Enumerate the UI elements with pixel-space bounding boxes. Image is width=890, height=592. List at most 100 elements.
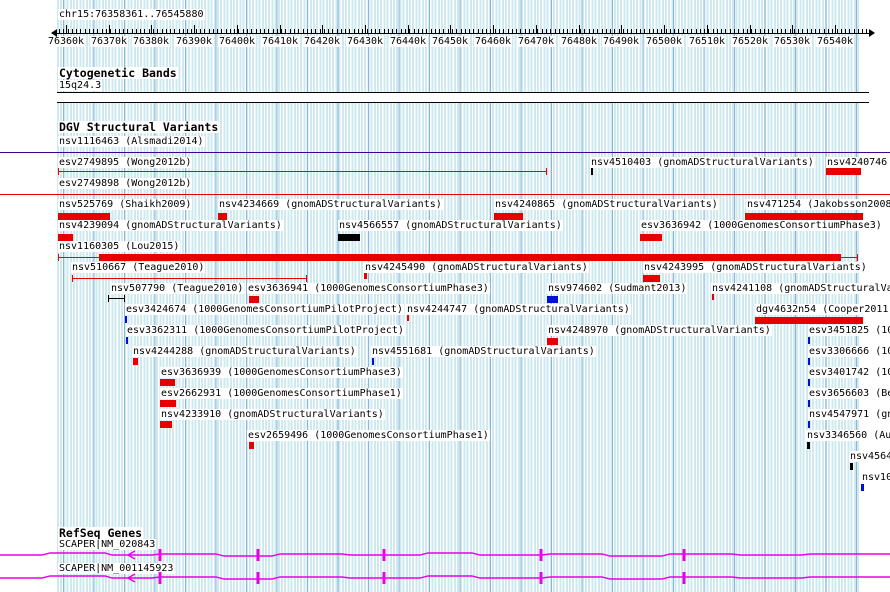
- variant-label[interactable]: nsv4243995 (gnomADStructuralVariants): [643, 262, 868, 273]
- ruler-minor-tick: [110, 29, 111, 33]
- variant-label[interactable]: esv3636942 (1000GenomesConsortiumPhase3): [640, 220, 883, 231]
- variant-glyph-bar[interactable]: [547, 296, 558, 303]
- variant-label[interactable]: nsv4244747 (gnomADStructuralVariants): [406, 304, 631, 315]
- variant-glyph-bar[interactable]: [160, 421, 172, 428]
- variant-label[interactable]: esv3424674 (1000GenomesConsortiumPilotPr…: [125, 304, 404, 315]
- variant-glyph-line[interactable]: [0, 152, 890, 153]
- gene-structure[interactable]: [0, 546, 890, 564]
- variant-label[interactable]: nsv4551681 (gnomADStructuralVariants): [371, 346, 596, 357]
- variant-label[interactable]: esv3401742 (10: [808, 367, 890, 378]
- variant-label[interactable]: esv3636939 (1000GenomesConsortiumPhase3): [160, 367, 403, 378]
- variant-label[interactable]: esv3306666 (10: [808, 346, 890, 357]
- variant-glyph-bar[interactable]: [712, 294, 714, 300]
- variant-glyph-bar[interactable]: [826, 168, 861, 175]
- ruler-major-tick: [322, 25, 323, 33]
- ruler-minor-tick: [730, 29, 731, 33]
- variant-label[interactable]: nsv1160305 (Lou2015): [58, 241, 181, 252]
- variant-glyph-bar[interactable]: [640, 234, 662, 241]
- variant-glyph-bar[interactable]: [218, 213, 227, 220]
- variant-label[interactable]: nsv4241108 (gnomADStructuralVa: [711, 283, 890, 294]
- variant-glyph-bar[interactable]: [99, 254, 841, 261]
- variant-label[interactable]: nsv4233910 (gnomADStructuralVariants): [160, 409, 385, 420]
- variant-label[interactable]: nsv4234669 (gnomADStructuralVariants): [218, 199, 443, 210]
- variant-label[interactable]: dgv4632n54 (Cooper2011: [755, 304, 890, 315]
- variant-label[interactable]: nsv507790 (Teague2010): [110, 283, 245, 294]
- variant-glyph-bar[interactable]: [407, 315, 409, 321]
- variant-glyph-bar[interactable]: [808, 421, 810, 428]
- variant-label[interactable]: nsv525769 (Shaikh2009): [58, 199, 193, 210]
- variant-label[interactable]: esv3362311 (1000GenomesConsortiumPilotPr…: [126, 325, 405, 336]
- variant-glyph-bar[interactable]: [249, 442, 254, 449]
- variant-glyph-bar[interactable]: [745, 213, 863, 220]
- variant-label[interactable]: nsv4244288 (gnomADStructuralVariants): [132, 346, 357, 357]
- variant-label[interactable]: esv2662931 (1000GenomesConsortiumPhase1): [160, 388, 403, 399]
- variant-glyph-bar[interactable]: [58, 234, 73, 241]
- ruler-minor-tick: [811, 29, 812, 33]
- variant-label[interactable]: esv2749895 (Wong2012b): [58, 157, 193, 168]
- variant-glyph-bar[interactable]: [547, 338, 558, 345]
- variant-glyph-endcap: [124, 295, 125, 302]
- variant-glyph-bar[interactable]: [755, 317, 863, 324]
- variant-label[interactable]: esv3451825 (10: [808, 325, 890, 336]
- variant-glyph-bar[interactable]: [125, 316, 127, 323]
- variant-glyph-bar[interactable]: [338, 234, 360, 241]
- variant-glyph-bar[interactable]: [160, 400, 176, 407]
- variant-label[interactable]: nsv4245490 (gnomADStructuralVariants): [364, 262, 589, 273]
- variant-glyph-bar[interactable]: [808, 337, 810, 344]
- variant-glyph-bar[interactable]: [249, 296, 259, 303]
- gene-label[interactable]: SCAPER|NM_001145923: [58, 563, 175, 574]
- variant-glyph-bar[interactable]: [808, 358, 810, 365]
- ruler-minor-tick: [217, 29, 218, 33]
- variant-glyph-bar[interactable]: [126, 337, 128, 344]
- variant-glyph-line[interactable]: [108, 298, 125, 299]
- ruler-baseline: [57, 33, 869, 34]
- variant-glyph-line[interactable]: [58, 171, 547, 172]
- variant-glyph-bar[interactable]: [58, 213, 110, 220]
- variant-glyph-bar[interactable]: [808, 379, 810, 386]
- variant-label[interactable]: nsv4547971 (gn: [808, 409, 890, 420]
- variant-label[interactable]: nsv1116463 (Alsmadi2014): [58, 136, 205, 147]
- variant-label[interactable]: nsv4564: [849, 451, 890, 462]
- variant-label[interactable]: esv3636941 (1000GenomesConsortiumPhase3): [247, 283, 490, 294]
- variant-glyph-bar[interactable]: [591, 168, 593, 175]
- variant-label[interactable]: esv2749898 (Wong2012b): [58, 178, 193, 189]
- variant-glyph-bar[interactable]: [372, 358, 374, 365]
- variant-label[interactable]: esv2659496 (1000GenomesConsortiumPhase1): [247, 430, 490, 441]
- ruler-minor-tick: [183, 29, 184, 33]
- ruler-major-tick: [66, 25, 67, 33]
- ruler-minor-tick: [798, 29, 799, 33]
- variant-label[interactable]: nsv4510403 (gnomADStructuralVariants): [590, 157, 815, 168]
- variant-label[interactable]: nsv4240865 (gnomADStructuralVariants): [494, 199, 719, 210]
- variant-label[interactable]: nsv974602 (Sudmant2013): [547, 283, 688, 294]
- ruler-minor-tick: [593, 29, 594, 33]
- gene-structure[interactable]: [0, 569, 890, 587]
- ruler-minor-tick: [136, 29, 137, 33]
- variant-glyph-bar[interactable]: [850, 463, 853, 470]
- ruler-minor-tick: [247, 29, 248, 33]
- variant-glyph-bar[interactable]: [807, 442, 810, 449]
- variant-label[interactable]: nsv10: [861, 472, 890, 483]
- gene-label[interactable]: SCAPER|NM_020843: [58, 539, 157, 550]
- ruler-major-tick: [664, 25, 665, 33]
- variant-label[interactable]: nsv4566557 (gnomADStructuralVariants): [338, 220, 563, 231]
- variant-label[interactable]: esv3656603 (Be: [808, 388, 890, 399]
- variant-glyph-line[interactable]: [72, 278, 307, 279]
- variant-glyph-bar[interactable]: [861, 484, 864, 491]
- variant-glyph-line[interactable]: [0, 194, 890, 195]
- variant-glyph-bar[interactable]: [160, 379, 175, 386]
- ruler-minor-tick: [166, 29, 167, 33]
- variant-label[interactable]: nsv510667 (Teague2010): [71, 262, 206, 273]
- ruler-minor-tick: [119, 29, 120, 33]
- ruler-minor-tick: [636, 29, 637, 33]
- variant-label[interactable]: nsv3346560 (Au: [806, 430, 890, 441]
- variant-glyph-bar[interactable]: [808, 400, 810, 407]
- variant-glyph-bar[interactable]: [133, 358, 138, 365]
- variant-glyph-bar[interactable]: [364, 273, 367, 279]
- variant-glyph-bar[interactable]: [494, 213, 523, 220]
- variant-label[interactable]: nsv4240746: [826, 157, 889, 168]
- variant-glyph-bar[interactable]: [643, 275, 660, 282]
- ruler-major-tick: [280, 25, 281, 33]
- variant-label[interactable]: nsv4239094 (gnomADStructuralVariants): [58, 220, 283, 231]
- variant-label[interactable]: nsv471254 (Jakobsson2008: [746, 199, 890, 210]
- variant-label[interactable]: nsv4248970 (gnomADStructuralVariants): [547, 325, 772, 336]
